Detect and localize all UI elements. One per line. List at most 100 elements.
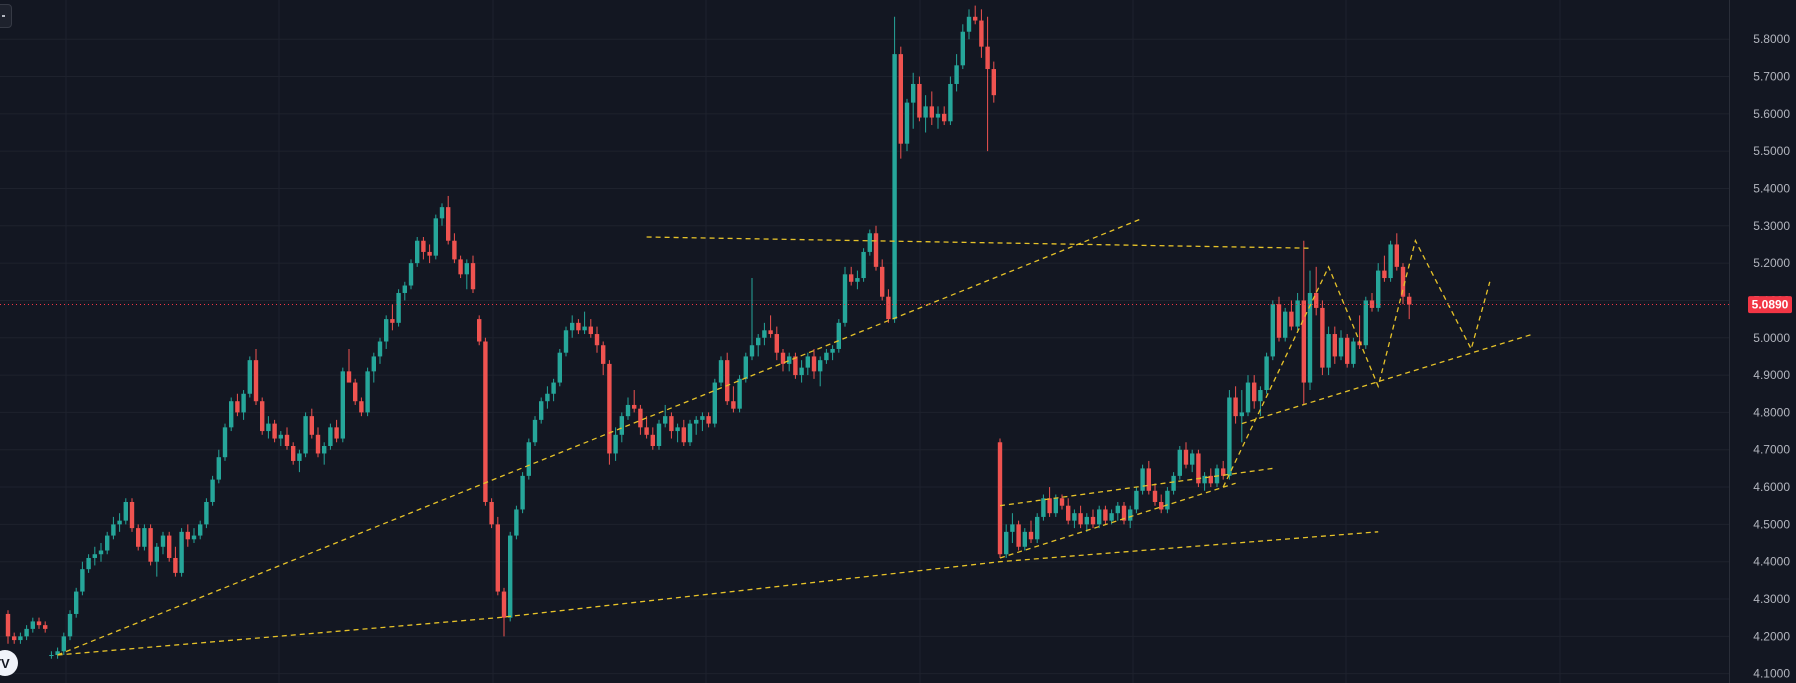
candle-body bbox=[520, 475, 525, 510]
candle-body bbox=[780, 352, 786, 364]
candle-body bbox=[898, 54, 903, 144]
candle-body bbox=[532, 419, 538, 443]
candle-body bbox=[1053, 498, 1058, 514]
candle-body bbox=[588, 326, 593, 335]
candle-body bbox=[464, 263, 469, 275]
candle-body bbox=[1208, 475, 1213, 484]
candle-body bbox=[36, 621, 42, 626]
candle-body bbox=[55, 651, 60, 656]
candle-body bbox=[1221, 468, 1226, 476]
candle-body bbox=[892, 54, 897, 320]
candle-body bbox=[1171, 475, 1176, 491]
candle-body bbox=[737, 378, 742, 409]
candle-body bbox=[340, 371, 345, 439]
candle-body bbox=[303, 416, 308, 454]
candle-body bbox=[1115, 505, 1120, 514]
candle-body bbox=[805, 356, 810, 368]
candle-body bbox=[1264, 356, 1269, 391]
candle-body bbox=[873, 233, 879, 267]
candle-body bbox=[1357, 341, 1362, 346]
candle-body bbox=[24, 628, 29, 637]
candle-body bbox=[923, 106, 928, 118]
candle-body bbox=[5, 613, 11, 637]
candle-body bbox=[446, 207, 451, 241]
candle-body bbox=[1233, 397, 1238, 417]
candle-body bbox=[663, 416, 668, 424]
candle-body bbox=[619, 416, 624, 435]
candle-body bbox=[377, 341, 383, 357]
candle-body bbox=[98, 550, 104, 555]
candle-body bbox=[985, 46, 990, 70]
candle-body bbox=[241, 393, 246, 413]
candle-body bbox=[297, 453, 302, 461]
candle-body bbox=[402, 285, 407, 293]
candle-body bbox=[824, 352, 829, 361]
candle-body bbox=[1283, 311, 1288, 338]
candle-body bbox=[551, 382, 556, 394]
trendline-layer[interactable] bbox=[57, 217, 1534, 656]
candle-body bbox=[278, 434, 283, 439]
candle-body bbox=[322, 446, 327, 454]
minus-icon bbox=[2, 15, 5, 17]
candle-body bbox=[458, 259, 463, 275]
candle-body bbox=[818, 360, 823, 372]
candle-body bbox=[1190, 453, 1195, 465]
trendline[interactable] bbox=[999, 467, 1273, 507]
candle-body bbox=[142, 528, 147, 547]
candle-body bbox=[30, 621, 35, 629]
candle-body bbox=[911, 83, 916, 103]
candle-body bbox=[756, 337, 761, 346]
candle-body bbox=[284, 434, 290, 447]
candle-body bbox=[644, 427, 649, 435]
candle-body bbox=[179, 531, 184, 573]
candle-body bbox=[216, 457, 221, 480]
trendline[interactable] bbox=[57, 531, 1379, 656]
candle-body bbox=[1332, 334, 1337, 357]
trendline[interactable] bbox=[1222, 238, 1491, 488]
candle-body bbox=[1307, 292, 1313, 383]
candle-body bbox=[979, 20, 984, 47]
candle-body bbox=[1097, 509, 1102, 525]
candle-body bbox=[1382, 270, 1387, 279]
candle-body bbox=[470, 263, 476, 290]
candle-body bbox=[954, 65, 959, 84]
candle-body bbox=[80, 569, 85, 592]
tradingview-logo: TV bbox=[0, 650, 18, 676]
candle-body bbox=[638, 408, 643, 428]
candle-body bbox=[743, 356, 748, 379]
candle-body bbox=[942, 113, 947, 122]
candle-body bbox=[501, 591, 507, 618]
candle-body bbox=[253, 360, 259, 402]
candle-body bbox=[173, 557, 178, 573]
candle-body bbox=[867, 233, 872, 252]
candle-body bbox=[582, 326, 587, 331]
collapse-button[interactable] bbox=[0, 4, 12, 28]
candle-body bbox=[799, 367, 804, 376]
candle-body bbox=[1276, 304, 1282, 338]
trendline[interactable] bbox=[57, 217, 1143, 656]
candle-body bbox=[1177, 449, 1182, 476]
candle-body bbox=[1121, 505, 1127, 521]
candle-body bbox=[700, 416, 705, 420]
candle-body bbox=[365, 371, 370, 413]
candle-body bbox=[272, 423, 277, 439]
candle-body bbox=[1320, 307, 1325, 368]
trendline[interactable] bbox=[646, 236, 1311, 249]
candle-body bbox=[1078, 513, 1083, 525]
candle-body bbox=[18, 636, 23, 641]
candle-body bbox=[855, 278, 860, 282]
candle-body bbox=[86, 557, 91, 570]
candle-body bbox=[1258, 390, 1263, 402]
trendline[interactable] bbox=[1241, 333, 1534, 425]
price-tick-label: 4.3000 bbox=[1753, 592, 1790, 606]
candle-body bbox=[1245, 382, 1251, 413]
price-tick-label: 4.4000 bbox=[1753, 555, 1790, 569]
candle-body bbox=[706, 416, 711, 424]
candle-body bbox=[1090, 516, 1096, 525]
candle-body bbox=[452, 240, 457, 260]
candle-body bbox=[625, 404, 631, 417]
candle-body bbox=[309, 416, 314, 435]
candle-body bbox=[811, 356, 817, 372]
price-tick-label: 4.2000 bbox=[1753, 629, 1790, 643]
